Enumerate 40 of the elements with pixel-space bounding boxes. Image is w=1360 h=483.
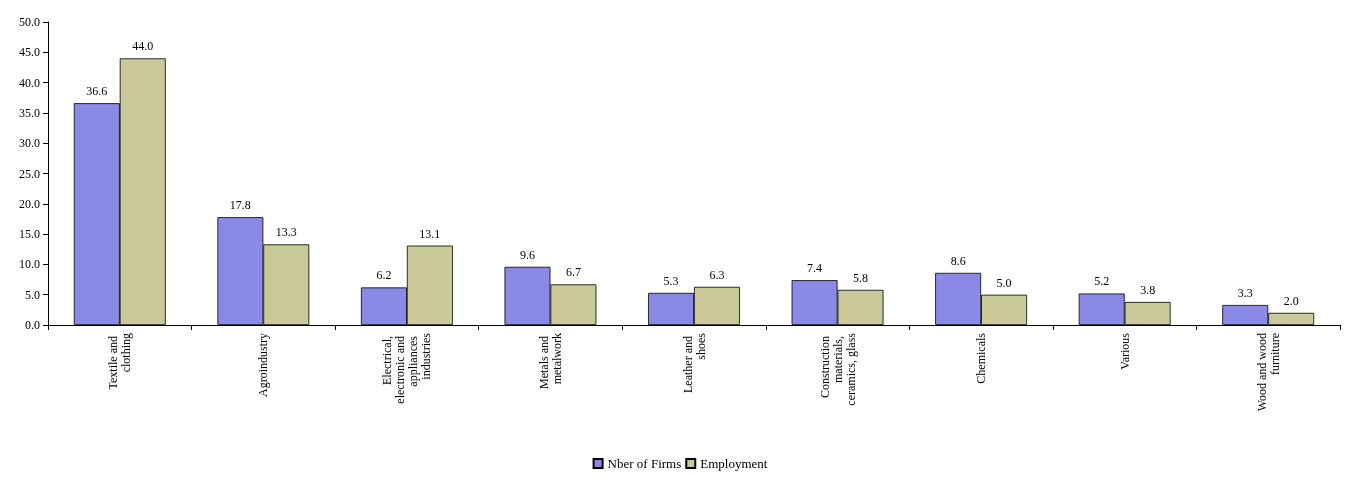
y-tick-label: 45.0 [19, 45, 40, 60]
data-label: 7.4 [807, 261, 823, 276]
data-label: 44.0 [132, 39, 154, 54]
y-tick-label: 40.0 [19, 75, 40, 90]
legend-label: Employment [700, 456, 768, 471]
data-label: 5.8 [853, 270, 869, 285]
y-tick-label: 15.0 [19, 227, 40, 242]
y-tick-label: 35.0 [19, 105, 40, 120]
y-tick-label: 5.0 [25, 287, 40, 302]
data-label: 6.7 [565, 265, 581, 280]
data-label: 36.6 [86, 84, 108, 99]
data-label: 9.6 [519, 247, 535, 262]
x-tick-label: Leather and shoes [680, 332, 708, 393]
data-label: 3.3 [1237, 286, 1253, 300]
data-label: 13.3 [275, 225, 297, 240]
data-label: 6.2 [376, 268, 392, 283]
x-tick-label: Agroindustry [256, 333, 271, 397]
data-label: 5.2 [1094, 274, 1110, 289]
data-label: 2.0 [1283, 293, 1299, 308]
data-label: 13.1 [419, 226, 441, 241]
x-tick-label: Construction materials, ceramics, glass [817, 332, 858, 406]
y-tick-label: 20.0 [19, 196, 40, 211]
y-tick-label: 25.0 [19, 166, 40, 181]
y-tick-label: 30.0 [19, 136, 40, 151]
legend-label: Nber of Firms [607, 456, 682, 471]
data-label: 3.8 [1140, 282, 1156, 297]
data-label: 5.3 [663, 273, 679, 288]
y-tick-label: 50.0 [19, 15, 40, 29]
data-label: 17.8 [229, 198, 251, 213]
y-tick-label: 10.0 [19, 257, 40, 272]
x-tick-label: Electrical, electronic and appliances industries [380, 332, 434, 404]
data-label: 8.6 [950, 253, 966, 268]
x-tick-label: Textile and clothing [106, 333, 134, 390]
data-label: 5.0 [996, 275, 1012, 290]
data-label: 6.3 [709, 267, 725, 282]
x-tick-label: Various [1117, 332, 1132, 370]
x-tick-label: Wood and wood furniture [1254, 333, 1282, 412]
y-tick-label: 0.0 [25, 318, 40, 332]
x-tick-label: Chemicals [974, 332, 989, 384]
x-tick-label: Metals and metalwork [536, 333, 564, 389]
